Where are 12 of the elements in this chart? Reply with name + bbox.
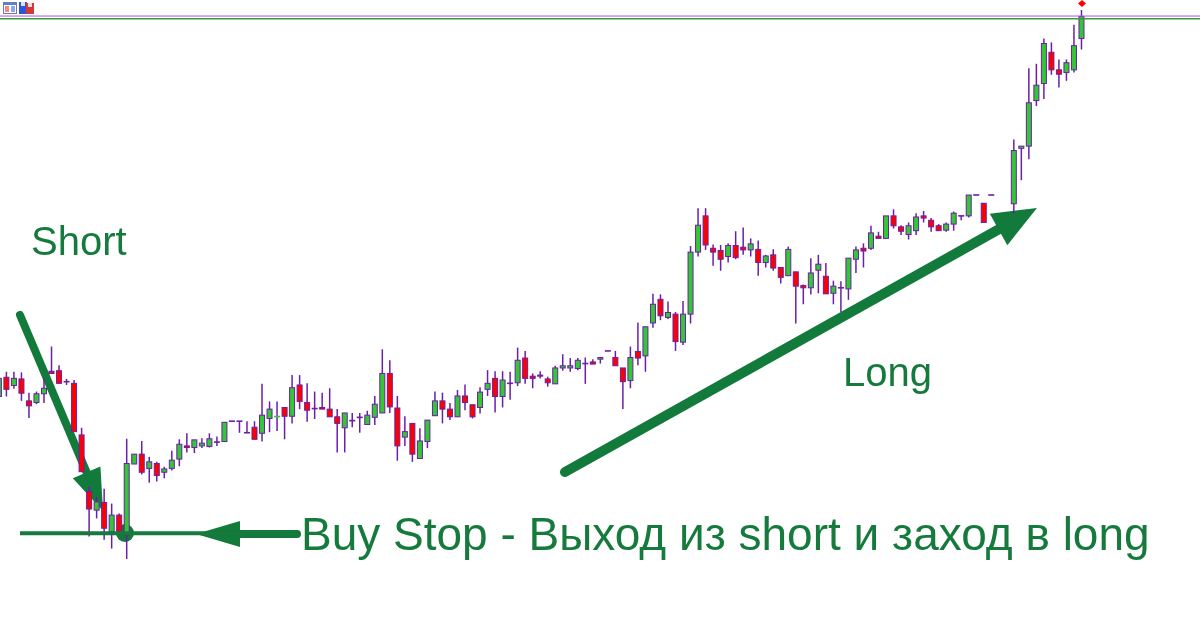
candlestick — [1018, 145, 1025, 181]
ref-line-label: Buy Stop - Выход из short и заход в long — [301, 507, 1150, 560]
annotation: Short — [31, 219, 127, 263]
candlestick — [1033, 63, 1040, 107]
candlestick — [176, 438, 183, 467]
candlestick — [1078, 9, 1085, 51]
candlestick — [815, 254, 822, 295]
annotation: Long — [843, 350, 932, 394]
candlestick — [807, 257, 814, 296]
candlestick — [980, 202, 987, 224]
candlestick — [168, 450, 175, 472]
candlestick — [304, 382, 311, 423]
